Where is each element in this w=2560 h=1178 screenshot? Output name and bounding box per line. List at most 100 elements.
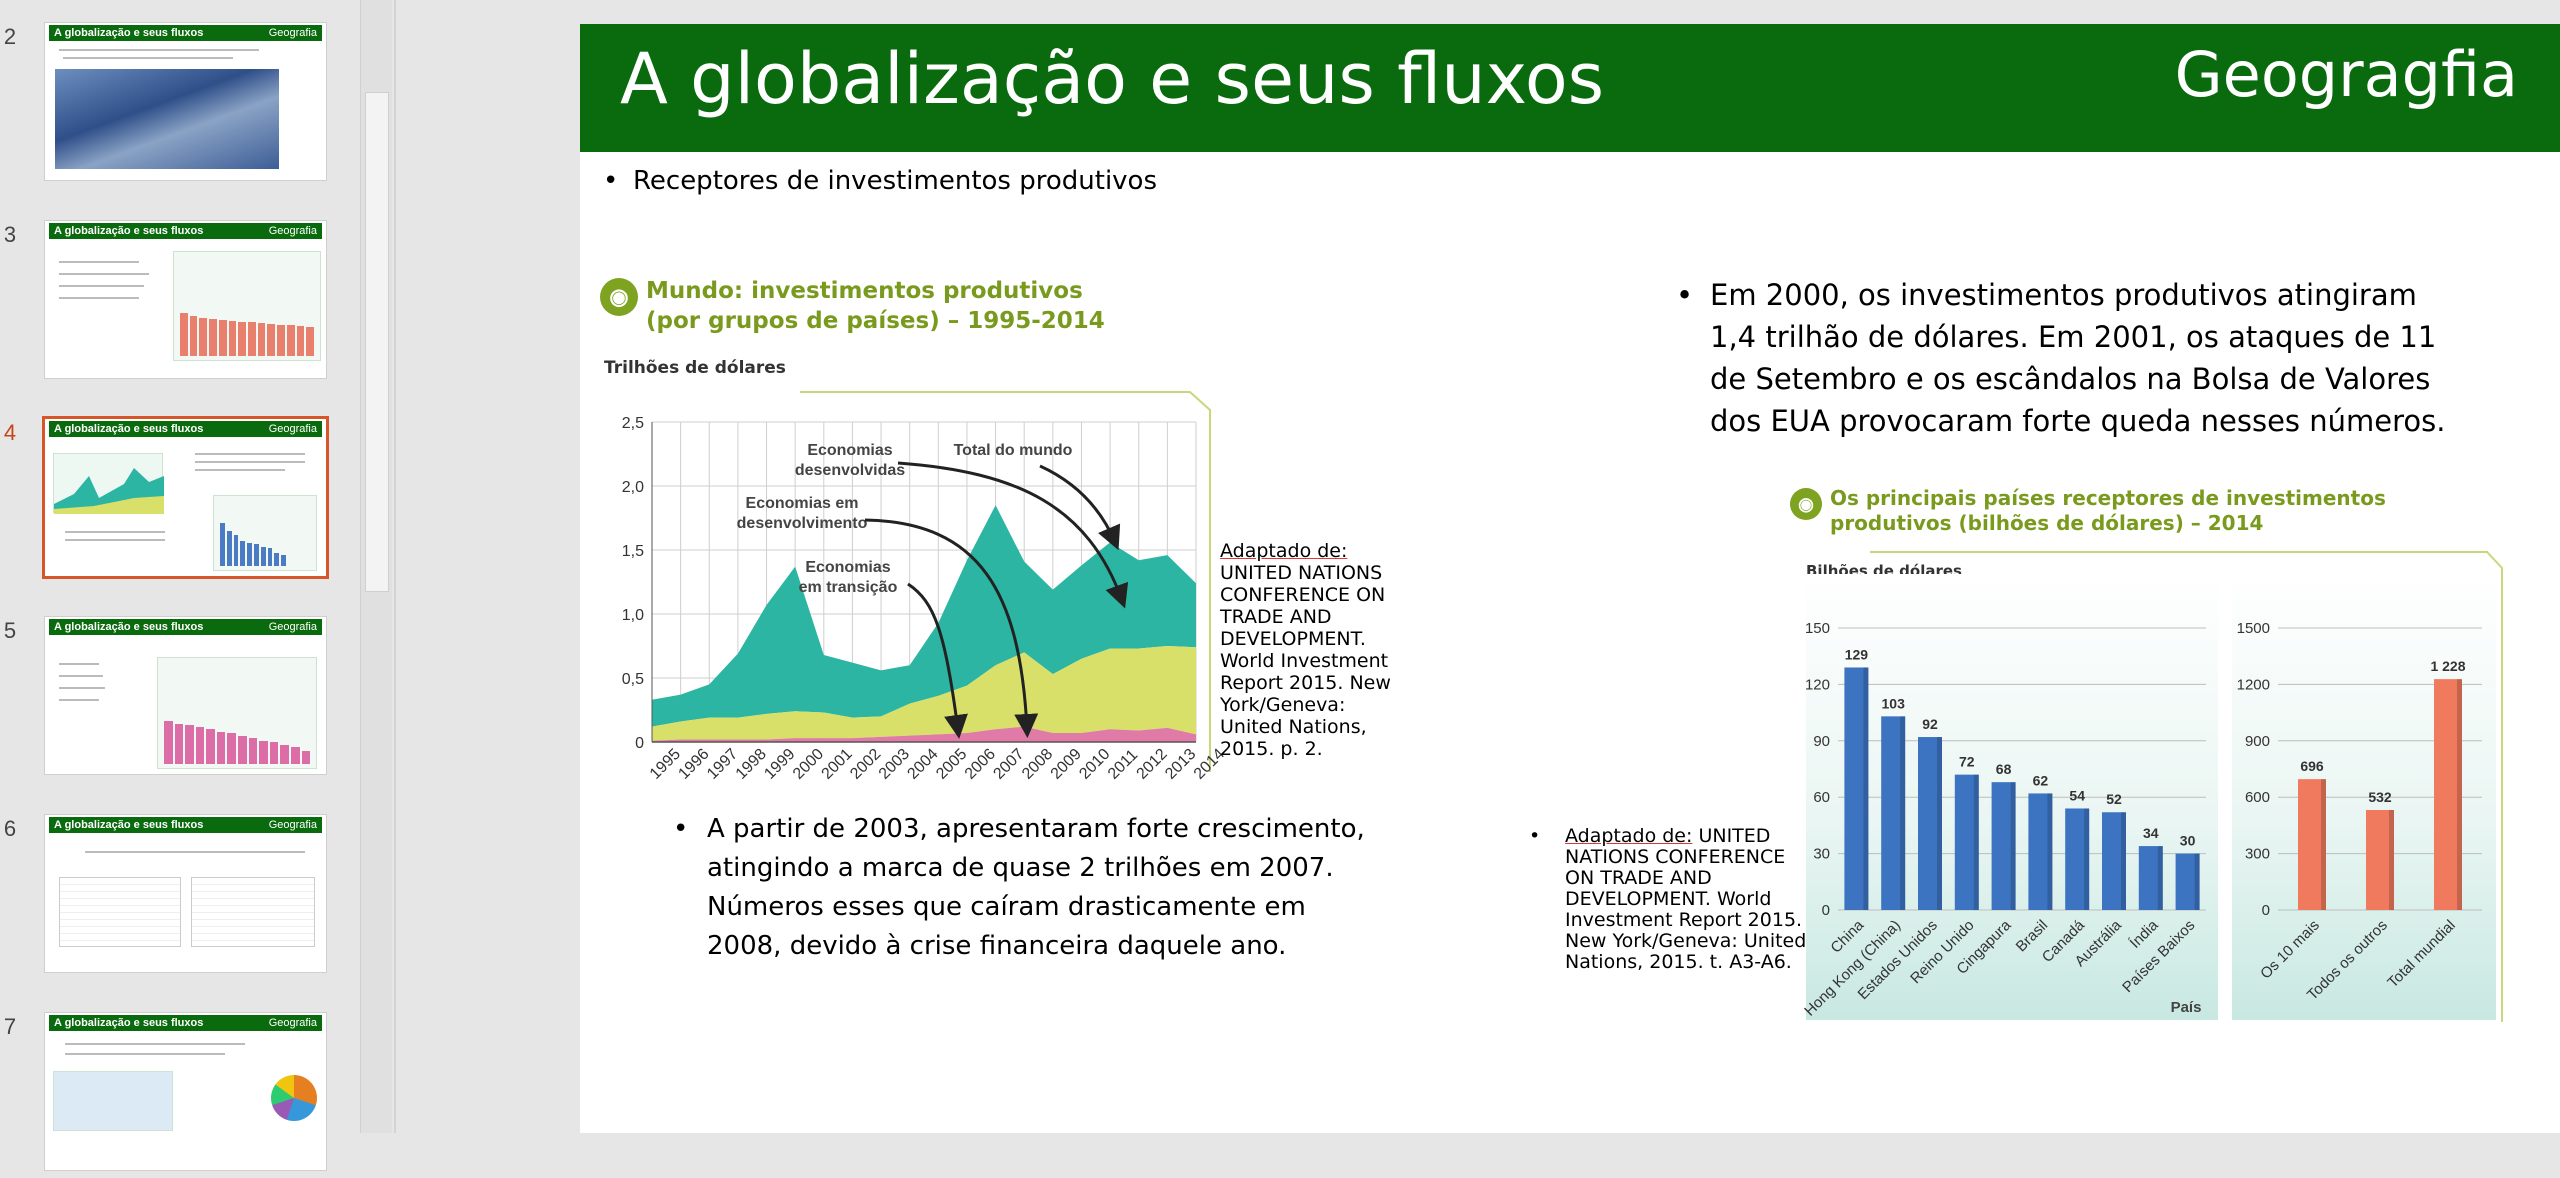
- x-tick-label: 1996: [675, 746, 712, 783]
- data-label: 54: [2069, 787, 2085, 803]
- bullet-receptores[interactable]: • Receptores de investimentos produtivos: [603, 166, 1158, 196]
- pane-divider[interactable]: [394, 0, 396, 1133]
- bar: [2138, 846, 2163, 910]
- thumb-subject: Geografia: [268, 819, 317, 831]
- slide-thumbnail-5[interactable]: 5 A globalização e seus fluxos Geografia: [0, 616, 340, 782]
- thumb-text-line: [59, 261, 139, 263]
- bar-shade: [1900, 716, 1906, 910]
- data-label: 52: [2106, 791, 2122, 807]
- bullet-2003-crescimento[interactable]: • A partir de 2003, apresentaram forte c…: [673, 810, 1387, 966]
- data-label: 62: [2033, 772, 2049, 788]
- data-label: 532: [2368, 789, 2392, 805]
- bullet-marker: •: [1676, 278, 1694, 312]
- bar-shade: [2047, 793, 2053, 910]
- x-tick-label: 2007: [990, 746, 1027, 783]
- thumb-subject: Geografia: [268, 621, 317, 633]
- slide-title[interactable]: A globalização e seus fluxos: [620, 38, 1605, 120]
- x-tick-label: 1997: [704, 746, 741, 783]
- thumb-title: A globalização e seus fluxos: [54, 819, 204, 831]
- thumb-text-line: [63, 57, 233, 59]
- y-tick-label: 90: [1813, 733, 1830, 750]
- bullet-text: A partir de 2003, apresentaram forte cre…: [707, 814, 1365, 961]
- x-tick-label: 2000: [790, 746, 827, 783]
- slide-thumbnail-6[interactable]: 6 A globalização e seus fluxos Geografia: [0, 814, 340, 980]
- y-tick-label: 300: [2245, 846, 2270, 863]
- slide-number: 4: [3, 420, 17, 445]
- bar-shade: [1937, 737, 1942, 910]
- thumb-text-line: [195, 461, 305, 463]
- data-label: 92: [1922, 716, 1938, 732]
- chart-title: Os principais países receptores de inves…: [1830, 486, 2386, 536]
- annotation-label: Economias em desenvolvimento: [737, 495, 868, 532]
- y-tick-label: 900: [2245, 733, 2270, 750]
- bar: [2298, 779, 2326, 910]
- thumb-chart: [157, 657, 317, 769]
- bar-shade: [2010, 782, 2016, 910]
- chart-title-line2: produtivos (bilhões de dólares) – 2014: [1830, 511, 2264, 535]
- source-citation-1[interactable]: Adaptado de: UNITED NATIONS CONFERENCE O…: [1220, 540, 1400, 760]
- bullet-2000-investimentos[interactable]: • Em 2000, os investimentos produtivos a…: [1676, 274, 2450, 442]
- thumb-title-bar: A globalização e seus fluxos Geografia: [49, 817, 322, 833]
- chart-frame: [800, 391, 1211, 772]
- slide-thumbnail-3[interactable]: 3 A globalização e seus fluxos Geografia: [0, 220, 340, 386]
- bar-chart-panel[interactable]: ◉ Os principais países receptores de inv…: [1790, 482, 2510, 1022]
- source-label: Adaptado de:: [1220, 540, 1348, 562]
- thumb-title: A globalização e seus fluxos: [54, 27, 204, 39]
- slide-thumbnail-pane: 2 A globalização e seus fluxos Geografia …: [0, 0, 360, 1171]
- bullet-text: Receptores de investimentos produtivos: [633, 166, 1158, 196]
- data-label: 1 228: [2430, 658, 2465, 674]
- x-tick-label: 1998: [733, 746, 770, 783]
- slide-preview[interactable]: A globalização e seus fluxos Geografia: [44, 22, 327, 181]
- slide-preview[interactable]: A globalização e seus fluxos Geografia: [44, 814, 327, 973]
- slide-preview[interactable]: A globalização e seus fluxos Geografia: [44, 220, 327, 379]
- slide-thumbnail-4[interactable]: 4 A globalização e seus fluxos Geografia: [0, 416, 340, 584]
- y-tick-label: 0: [1822, 902, 1830, 919]
- annotation-label: Total do mundo: [954, 442, 1073, 459]
- bar-shade: [2194, 853, 2200, 910]
- x-tick-label: 2005: [933, 746, 970, 783]
- y-tick-label: 2,0: [622, 479, 644, 496]
- area-series: [652, 646, 1196, 741]
- bar: [2065, 808, 2090, 910]
- thumb-bars: [164, 719, 311, 764]
- bar: [1918, 737, 1942, 910]
- bar: [1844, 667, 1869, 910]
- source-citation-2[interactable]: • Adaptado de: UNITED NATIONS CONFERENCE…: [1529, 826, 1810, 973]
- slide-preview[interactable]: A globalização e seus fluxos Geografia: [44, 1012, 327, 1171]
- slide-canvas[interactable]: A globalização e seus fluxos Geogragfia …: [580, 24, 2560, 1133]
- thumb-chart: [173, 251, 321, 361]
- data-label: 30: [2180, 833, 2196, 849]
- thumb-text-line: [59, 687, 105, 689]
- scrollbar-thumb[interactable]: [365, 92, 389, 592]
- thumb-subject: Geografia: [268, 225, 317, 237]
- bullet-marker: •: [673, 814, 689, 844]
- thumb-text-line: [59, 49, 259, 51]
- slide-preview[interactable]: A globalização e seus fluxos Geografia: [44, 616, 327, 775]
- bar: [2434, 679, 2462, 910]
- thumbnail-scrollbar[interactable]: [360, 0, 392, 1133]
- slide-subject[interactable]: Geogragfia: [2174, 38, 2518, 111]
- chart-frame: [1870, 551, 2503, 1022]
- slide-preview-selected[interactable]: A globalização e seus fluxos Geografia: [42, 416, 329, 579]
- thumb-text-line: [59, 675, 103, 677]
- bar: [1881, 716, 1906, 910]
- chart-title-line1: Mundo: investimentos produtivos: [646, 278, 1083, 304]
- area-chart-svg: 0 0,5 1,0 1,5 2,0 2,5 199519961997199819992000…: [622, 391, 1228, 783]
- thumb-title: A globalização e seus fluxos: [54, 1017, 204, 1029]
- area-chart-panel[interactable]: ◉ Mundo: investimentos produtivos (por g…: [600, 272, 1240, 792]
- thumb-title-bar: A globalização e seus fluxos Geografia: [49, 223, 322, 239]
- thumb-text-line: [65, 1053, 225, 1055]
- thumb-text-line: [65, 1043, 245, 1045]
- data-label: 34: [2143, 825, 2159, 841]
- chart-title: Mundo: investimentos produtivos (por gru…: [646, 276, 1105, 336]
- slide-thumbnail-2[interactable]: 2 A globalização e seus fluxos Geografia: [0, 22, 340, 188]
- y-tick-label: 150: [1805, 620, 1830, 637]
- bar: [2102, 812, 2126, 910]
- x-axis-label: País: [2171, 999, 2202, 1016]
- slide-thumbnail-7[interactable]: 7 A globalização e seus fluxos Geografia: [0, 1012, 340, 1178]
- bullet-text: Em 2000, os investimentos produtivos ati…: [1710, 278, 2446, 438]
- bar-shade: [1973, 774, 1979, 910]
- x-tick-label: 2001: [819, 746, 856, 783]
- x-tick-label: 2002: [847, 746, 884, 783]
- thumb-area-chart: [53, 453, 164, 514]
